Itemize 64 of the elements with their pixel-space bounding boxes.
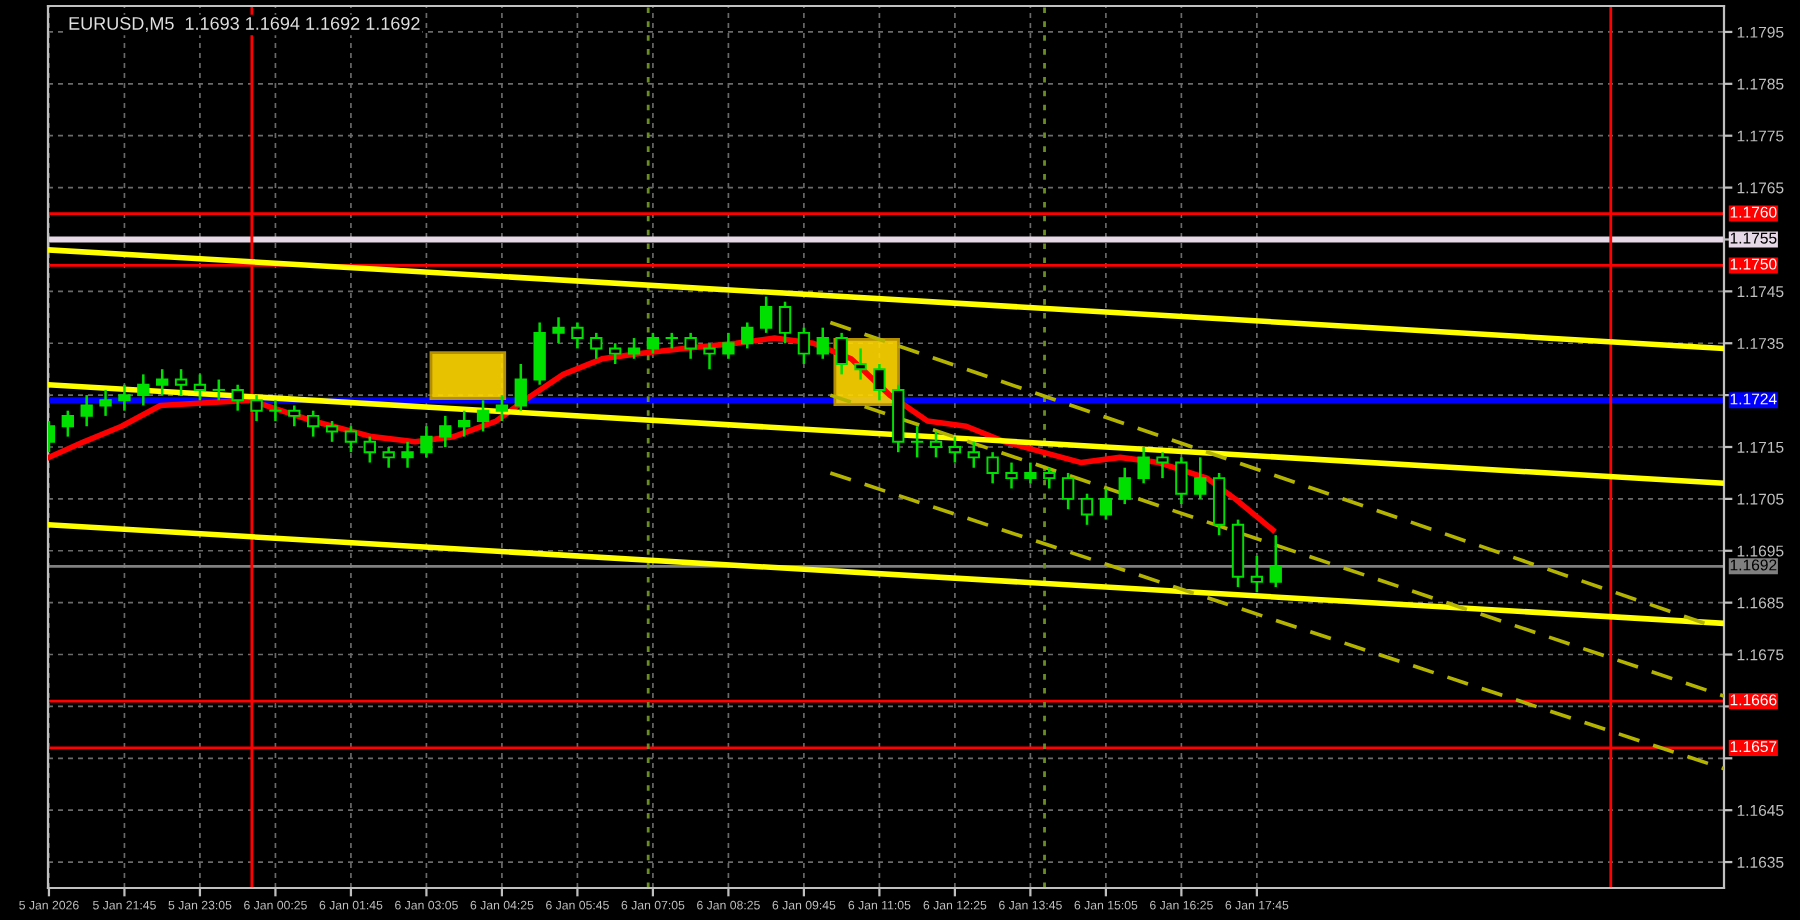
candlestick <box>571 321 584 350</box>
candlestick <box>1212 471 1226 537</box>
candlestick <box>382 445 395 469</box>
candlestick <box>1024 461 1037 485</box>
candlestick <box>835 331 848 376</box>
candlestick <box>816 326 829 361</box>
candlestick <box>61 409 74 438</box>
candlestick <box>986 450 999 485</box>
candlestick <box>609 341 622 366</box>
candlestick <box>1099 487 1113 521</box>
candlestick <box>458 409 471 438</box>
candlestick <box>307 409 320 438</box>
candlestick <box>948 435 962 464</box>
candlestick <box>684 331 697 361</box>
candlestick <box>1175 456 1188 506</box>
candlestick <box>363 435 376 464</box>
candlestick <box>439 414 452 449</box>
candlestick <box>967 440 980 469</box>
candlestick <box>137 373 150 407</box>
candlestick <box>1005 461 1018 490</box>
candlestick <box>590 331 603 361</box>
candlestick <box>854 347 867 381</box>
candlestick <box>269 399 282 423</box>
candlestick <box>250 393 263 423</box>
line-series <box>48 335 1276 533</box>
candlestick <box>797 326 811 366</box>
candlestick <box>778 300 792 345</box>
candlestick <box>99 388 112 418</box>
candlestick <box>118 383 131 412</box>
candlestick <box>703 341 716 371</box>
candlestick <box>420 425 433 459</box>
candlestick <box>627 336 641 361</box>
candlestick <box>910 425 924 459</box>
candlestick <box>533 321 546 386</box>
candlestick <box>325 419 339 444</box>
candlestick <box>1080 492 1094 527</box>
candlestick <box>1137 445 1150 485</box>
candlestick <box>722 331 735 361</box>
candlestick <box>514 362 527 412</box>
candlestick <box>1269 533 1282 589</box>
candlestick <box>495 393 509 423</box>
candlestick <box>288 404 301 428</box>
candlestick <box>476 399 490 433</box>
candlestick <box>212 378 225 402</box>
candlestick <box>231 383 244 412</box>
candlestick <box>401 440 414 469</box>
candlestick <box>759 295 773 335</box>
candlestick <box>646 331 660 355</box>
candlestick <box>193 373 207 402</box>
candlestick <box>80 393 93 428</box>
candlestick <box>1156 450 1169 480</box>
text: EURUSD,M5 1.1693 1.1694 1.1692 1.1692 <box>69 17 420 32</box>
candlestick <box>929 430 943 459</box>
candlestick <box>1194 456 1207 501</box>
candlestick <box>344 425 358 454</box>
candlestick <box>873 362 886 402</box>
candlestick <box>156 367 169 397</box>
candlestick <box>174 367 188 397</box>
candlestick <box>1250 554 1264 594</box>
candlestick <box>741 321 754 350</box>
candlestick <box>1043 466 1056 490</box>
candlestick <box>552 316 565 345</box>
candlestick <box>1118 466 1131 506</box>
candlestick <box>1061 471 1075 511</box>
